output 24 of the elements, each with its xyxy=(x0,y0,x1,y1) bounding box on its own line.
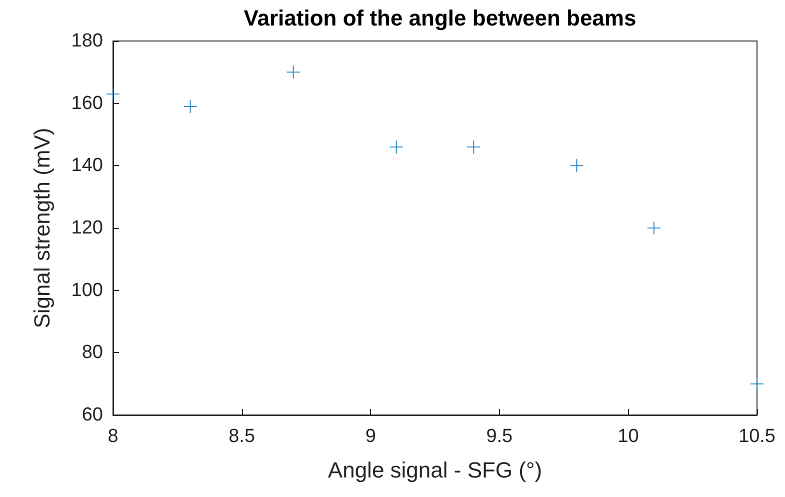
x-axis-title: Angle signal - SFG (°) xyxy=(328,458,542,482)
y-tick-label: 180 xyxy=(71,30,103,52)
y-tick-label: 160 xyxy=(71,92,103,114)
x-tick-label: 9 xyxy=(365,426,376,447)
point xyxy=(390,140,403,154)
y-axis-title: Signal strength (mV) xyxy=(30,128,54,328)
x-tick-label: 8.5 xyxy=(228,426,256,447)
y-tick-label: 60 xyxy=(82,404,103,426)
chart-title: Variation of the angle between beams xyxy=(244,6,636,30)
x-tick-label: 10.5 xyxy=(738,426,776,447)
point xyxy=(467,140,480,154)
point xyxy=(750,377,764,390)
point xyxy=(647,222,660,234)
point xyxy=(184,100,197,113)
point xyxy=(106,87,120,100)
y-tick-label: 120 xyxy=(71,218,103,238)
x-tick-label: 8 xyxy=(108,426,118,447)
y-tick-label: 140 xyxy=(71,155,103,176)
point xyxy=(286,66,300,79)
x-tick-label: 10 xyxy=(618,426,639,447)
point xyxy=(570,159,584,172)
y-tick-label: 80 xyxy=(82,342,103,364)
x-tick-label: 9.5 xyxy=(486,426,513,447)
y-tick-label: 100 xyxy=(71,280,103,301)
